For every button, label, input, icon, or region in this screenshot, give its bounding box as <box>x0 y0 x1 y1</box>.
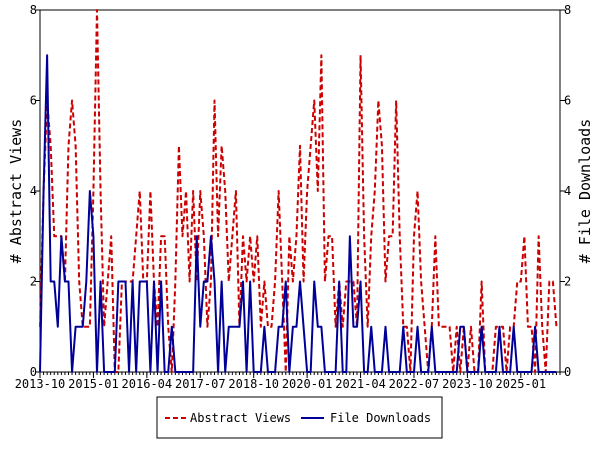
y-right-tick-label: 8 <box>564 3 571 17</box>
x-tick-label: 2018-10 <box>228 377 279 391</box>
y-right-tick-label: 4 <box>564 184 571 198</box>
x-tick-label: 2017-07 <box>175 377 226 391</box>
x-minor-ticks <box>39 372 561 375</box>
y-right-tick-label: 0 <box>564 365 571 379</box>
x-tick-label: 2021-04 <box>335 377 386 391</box>
y-left-tick-label: 0 <box>30 365 37 379</box>
x-tick-label: 2025-01 <box>496 377 547 391</box>
legend-label-abstract-views: Abstract Views <box>190 411 291 425</box>
y-left-tick-label: 6 <box>30 94 37 108</box>
x-tick-label: 2015-01 <box>68 377 119 391</box>
x-tick-label: 2022-07 <box>389 377 440 391</box>
legend-box <box>156 396 443 439</box>
y-axis-left-title: # Abstract Views <box>7 119 25 264</box>
y-right-tick-label: 2 <box>564 275 571 289</box>
y-axis-left-ticks: 0 2 4 6 8 <box>30 3 40 379</box>
plot-area <box>39 9 561 373</box>
series-layer <box>39 9 558 373</box>
x-axis-ticks: 2013-10 2015-01 2016-04 2017-07 2018-10 2020-… <box>15 372 546 391</box>
x-tick-label: 2016-04 <box>122 377 173 391</box>
y-right-tick-label: 6 <box>564 94 571 108</box>
legend: Abstract Views File Downloads <box>156 396 443 439</box>
x-tick-label: 2013-10 <box>15 377 66 391</box>
y-left-tick-label: 8 <box>30 3 37 17</box>
y-axis-right-title: # File Downloads <box>576 119 594 264</box>
y-axis-right-ticks: 0 2 4 6 8 <box>560 3 571 379</box>
x-tick-label: 2020-01 <box>282 377 333 391</box>
x-tick-label: 2023-10 <box>442 377 493 391</box>
y-left-tick-label: 2 <box>30 275 37 289</box>
legend-label-file-downloads: File Downloads <box>330 411 431 425</box>
series-line-file-downloads <box>39 54 557 373</box>
y-left-tick-label: 4 <box>30 184 37 198</box>
